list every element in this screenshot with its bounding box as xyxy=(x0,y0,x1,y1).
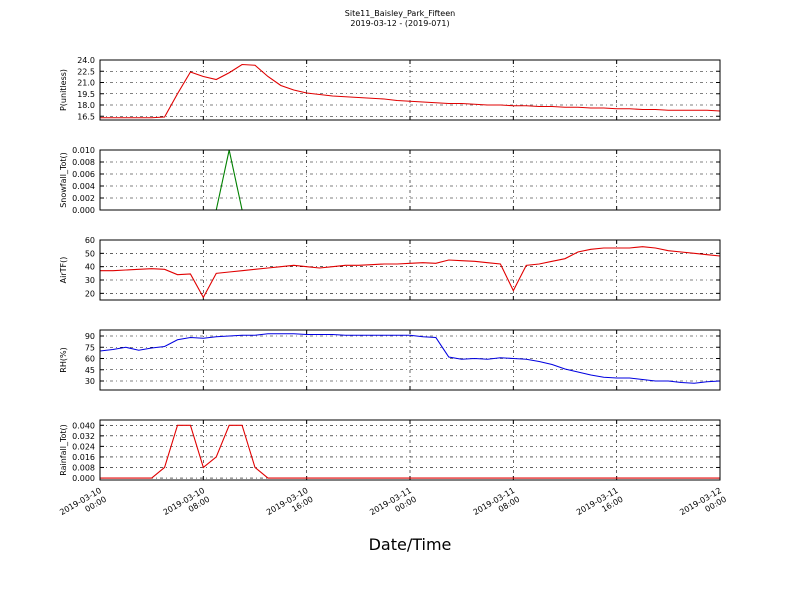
x-tick-label: 2019-03-1100:00 xyxy=(368,486,418,526)
y-axis-label: P(unitless) xyxy=(59,69,68,111)
plot-frame xyxy=(99,149,721,211)
y-tick-label: 0.002 xyxy=(72,194,95,203)
y-tick-label: 0.040 xyxy=(72,421,95,430)
plot-frame xyxy=(99,59,721,121)
y-tick-label: 30 xyxy=(85,276,95,285)
y-axis-label: AirTF() xyxy=(59,257,68,284)
data-line xyxy=(100,63,721,119)
y-tick-label: 19.5 xyxy=(77,90,95,99)
y-tick-label: 75 xyxy=(85,343,95,352)
x-tick-label: 2019-03-1116:00 xyxy=(575,486,625,526)
x-tick-label: 2019-03-1008:00 xyxy=(162,486,212,526)
plot-frame xyxy=(99,239,721,301)
y-tick-label: 0.004 xyxy=(72,182,95,191)
data-line xyxy=(100,246,721,299)
y-tick-label: 30 xyxy=(85,377,95,386)
y-tick-label: 21.0 xyxy=(77,79,95,88)
y-tick-label: 0.008 xyxy=(72,158,95,167)
x-tick-label: 2019-03-1000:00 xyxy=(58,486,108,526)
data-line xyxy=(100,424,720,479)
y-tick-label: 50 xyxy=(85,249,95,258)
y-tick-label: 24.0 xyxy=(77,56,95,65)
y-axis-label: RH(%) xyxy=(59,347,68,372)
y-tick-label: 0.000 xyxy=(72,206,95,215)
x-tick-label: 2019-03-1200:00 xyxy=(678,486,728,526)
y-tick-label: 0.000 xyxy=(72,474,95,483)
y-tick-label: 0.008 xyxy=(72,463,95,472)
y-tick-label: 0.010 xyxy=(72,146,95,155)
y-axis-label: Snowfall_Tot() xyxy=(59,152,68,208)
y-tick-label: 22.5 xyxy=(77,67,95,76)
y-tick-label: 18.0 xyxy=(77,101,95,110)
y-tick-label: 20 xyxy=(85,289,95,298)
plot-frame xyxy=(99,419,721,481)
plot-frame xyxy=(99,329,721,391)
y-tick-label: 45 xyxy=(85,366,95,375)
x-tick-label: 2019-03-1016:00 xyxy=(265,486,315,526)
y-axis-label: Rainfall_Tot() xyxy=(59,424,68,476)
x-axis-label: Date/Time xyxy=(369,535,452,554)
y-tick-label: 0.032 xyxy=(72,432,95,441)
y-tick-label: 60 xyxy=(85,236,95,245)
chart-subtitle: 2019-03-12 - (2019-071) xyxy=(350,19,449,28)
y-tick-label: 16.5 xyxy=(77,112,95,121)
chart-title: Site11_Baisley_Park_Fifteen xyxy=(345,9,455,18)
y-tick-label: 40 xyxy=(85,263,95,272)
y-tick-label: 0.016 xyxy=(72,453,95,462)
data-line xyxy=(99,333,721,384)
y-tick-label: 0.006 xyxy=(72,170,95,179)
x-tick-label: 2019-03-1108:00 xyxy=(472,486,522,526)
y-tick-label: 0.024 xyxy=(72,442,95,451)
y-tick-label: 60 xyxy=(85,355,95,364)
y-tick-label: 90 xyxy=(85,332,95,341)
